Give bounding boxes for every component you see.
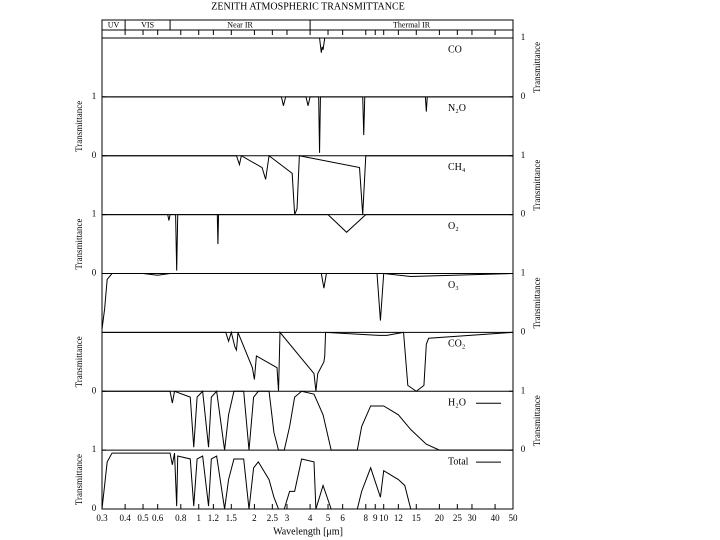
spectrum-line	[102, 330, 514, 392]
x-tick-label: 9	[373, 513, 378, 523]
x-tick-label: 6	[340, 513, 345, 523]
y-tick-label: 0	[521, 209, 526, 219]
y-tick-label: 1	[521, 385, 526, 395]
x-tick-label: 25	[453, 513, 463, 523]
panel-label: Total	[448, 456, 469, 467]
x-tick-label: 0.8	[175, 513, 187, 523]
x-tick-label: 2.5	[267, 513, 279, 523]
spectrum-line	[102, 390, 513, 451]
y-tick-label: 0	[92, 503, 97, 513]
y-axis-label: Transmittance	[532, 160, 542, 211]
spectrum-line	[101, 452, 513, 510]
chart-title: ZENITH ATMOSPHERIC TRANSMITTANCE	[211, 1, 404, 12]
x-tick-label: 1.2	[208, 513, 219, 523]
y-axis-label: Transmittance	[74, 101, 84, 152]
y-axis-label: Transmittance	[532, 395, 542, 446]
x-tick-label: 4	[308, 513, 313, 523]
x-tick-label: 0.4	[119, 513, 131, 523]
y-axis-label: Transmittance	[532, 277, 542, 328]
y-tick-label: 1	[92, 209, 97, 219]
y-tick-label: 0	[92, 268, 97, 278]
panel-label: CO₂	[448, 339, 465, 350]
y-tick-label: 0	[521, 444, 526, 454]
spectrum-line	[102, 154, 513, 215]
y-axis-label: Transmittance	[74, 454, 84, 505]
plot-frame	[101, 19, 514, 510]
panel-label: O₂	[448, 221, 459, 232]
panel-label: CO	[448, 44, 462, 55]
x-tick-label: 20	[435, 513, 445, 523]
panel-label: O₃	[448, 280, 459, 291]
y-tick-label: 1	[92, 91, 97, 101]
spectrum-line	[102, 96, 513, 153]
y-axis-label: Transmittance	[74, 218, 84, 269]
x-tick-label: 50	[509, 513, 519, 523]
spectrum-line	[101, 272, 514, 330]
spectrum-line	[102, 37, 513, 53]
band-label: Near IR	[227, 20, 253, 29]
x-tick-label: 15	[412, 513, 422, 523]
y-tick-label: 1	[521, 150, 526, 160]
x-tick-label: 2	[252, 513, 257, 523]
panel-label: N₂O	[448, 103, 466, 114]
x-tick-label: 30	[467, 513, 477, 523]
y-tick-label: 0	[92, 150, 97, 160]
x-tick-label: 8	[364, 513, 369, 523]
x-tick-label: 40	[491, 513, 501, 523]
panel-label: CH₄	[448, 162, 466, 173]
x-tick-label: 1	[196, 513, 201, 523]
x-tick-label: 12	[394, 513, 403, 523]
y-axis-label: Transmittance	[532, 42, 542, 93]
x-tick-label: 1.5	[226, 513, 238, 523]
panel-label: H₂O	[448, 398, 466, 409]
band-label: Thermal IR	[393, 20, 431, 29]
spectrum-line	[102, 214, 513, 271]
x-tick-label: 3	[285, 513, 290, 523]
x-tick-label: 0.3	[96, 513, 108, 523]
y-tick-label: 1	[521, 32, 526, 42]
x-tick-label: 0.5	[137, 513, 149, 523]
x-tick-label: 10	[379, 513, 389, 523]
y-axis-label: Transmittance	[74, 336, 84, 387]
y-tick-label: 0	[521, 326, 526, 336]
y-tick-label: 1	[521, 268, 526, 278]
y-tick-label: 1	[92, 444, 97, 454]
band-label: UV	[108, 20, 120, 29]
x-tick-label: 0.6	[152, 513, 164, 523]
y-tick-label: 0	[92, 385, 97, 395]
x-axis-label: Wavelength [μm]	[273, 526, 343, 537]
band-label: VIS	[141, 20, 154, 29]
y-tick-label: 0	[521, 91, 526, 101]
x-tick-label: 5	[326, 513, 331, 523]
